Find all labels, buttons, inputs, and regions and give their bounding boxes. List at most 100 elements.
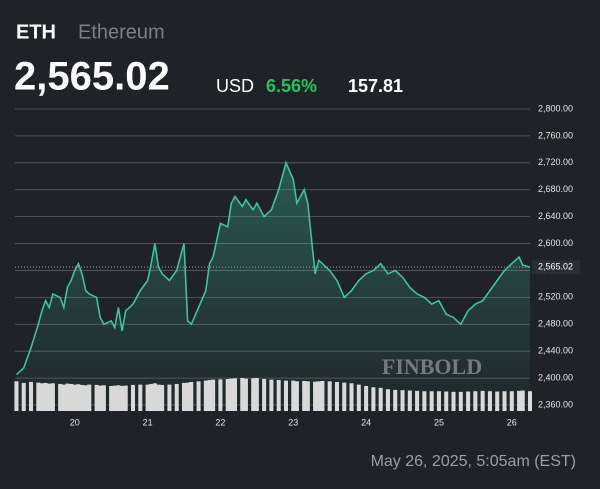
price-line — [15, 160, 531, 376]
volume-bar — [302, 380, 307, 411]
volume-bar — [520, 390, 525, 411]
volume-bar — [98, 385, 103, 411]
volume-bar — [466, 391, 471, 411]
volume-bar — [262, 378, 267, 411]
volume-bar — [232, 378, 238, 411]
volume-bar — [120, 385, 125, 411]
y-tick-label: 2,360.00 — [538, 399, 573, 409]
volume-bar — [342, 382, 347, 411]
volume-bar — [196, 381, 201, 411]
volume-bar — [240, 378, 245, 411]
volume-bar — [291, 380, 296, 411]
volume-bar — [29, 381, 34, 411]
asset-name: Ethereum — [78, 21, 165, 43]
volume-bar — [218, 379, 223, 411]
volume-bar — [254, 378, 259, 411]
volume-bar — [400, 390, 405, 411]
volume-bar — [39, 383, 44, 411]
volume-bar — [251, 378, 256, 411]
volume-bar — [393, 389, 398, 411]
volume-bar — [316, 381, 321, 411]
volume-bar — [509, 391, 514, 411]
x-tick-label: 22 — [215, 417, 225, 427]
volume-bar — [69, 383, 74, 411]
volume-bar — [36, 382, 41, 411]
volume-bar — [145, 384, 150, 411]
volume-bar — [87, 384, 92, 411]
volume-bar — [149, 383, 154, 411]
area — [16, 162, 531, 405]
volume-bar — [436, 391, 441, 411]
volume-bar — [527, 391, 533, 411]
volume-bar — [167, 384, 172, 411]
volume-bar — [207, 379, 212, 411]
volume-bar — [320, 380, 325, 411]
symbol: ETH — [16, 21, 56, 43]
volume-bar — [94, 384, 99, 411]
watermark: FINBOLD — [382, 354, 482, 379]
volume-bar — [76, 384, 81, 411]
x-tick-label: 24 — [361, 417, 371, 427]
volume-bar — [72, 384, 77, 411]
volume-bar — [276, 379, 281, 411]
volume-bar — [123, 385, 128, 411]
volume-bar — [480, 390, 485, 411]
x-tick-label: 26 — [507, 417, 517, 427]
volume-bar — [313, 381, 318, 411]
volume-bar — [378, 387, 383, 411]
volume-bar — [451, 391, 456, 411]
volume-bar — [458, 391, 463, 411]
y-tick-label: 2,400.00 — [538, 372, 573, 382]
volume-bar — [14, 381, 19, 411]
volume-bar — [517, 390, 522, 411]
volume-bar — [101, 385, 106, 411]
volume-bar — [138, 384, 143, 411]
volume-bar — [444, 391, 449, 411]
volume-bar — [50, 383, 55, 411]
volume-bar — [225, 378, 230, 411]
price: 2,565.02 — [14, 55, 170, 99]
volume-bar — [116, 385, 121, 411]
volume-bar — [407, 390, 412, 411]
x-tick-label: 20 — [70, 417, 80, 427]
y-tick-label: 2,800.00 — [538, 103, 573, 113]
volume-bar — [185, 382, 190, 411]
volume-bar — [385, 389, 390, 411]
volume-bar — [502, 391, 507, 411]
volume-bar — [356, 384, 361, 411]
volume-bar — [211, 379, 216, 411]
timestamp: May 26, 2025, 5:05am (EST) — [371, 453, 576, 470]
x-tick-label: 25 — [434, 417, 444, 427]
volume-bar — [156, 384, 161, 411]
volume-bar — [43, 382, 48, 411]
y-tick-label: 2,440.00 — [538, 346, 573, 356]
volume-bar — [327, 381, 332, 411]
volume-bar — [229, 378, 234, 411]
volume-bar — [243, 378, 248, 411]
y-tick-label: 2,480.00 — [538, 319, 573, 329]
y-tick-label: 2,760.00 — [538, 130, 573, 140]
currency: USD — [216, 76, 254, 96]
volume-bar — [65, 383, 70, 411]
volume-bar — [112, 385, 117, 411]
volume-bar — [429, 391, 434, 411]
last-price-label: 2,565.02 — [538, 261, 573, 271]
volume-bar — [487, 391, 492, 411]
volume-bar — [371, 387, 376, 411]
volume-bar — [294, 381, 299, 411]
volume-bar — [422, 391, 427, 411]
volume-bar — [21, 382, 26, 411]
y-tick-label: 2,520.00 — [538, 292, 573, 302]
volume-bar — [334, 381, 339, 411]
volume-bar — [203, 380, 208, 411]
volume-bar — [109, 385, 114, 411]
volume-bar — [305, 381, 310, 411]
volume-bar — [58, 383, 63, 411]
volume-bar — [283, 380, 289, 411]
change-pct: 6.56% — [266, 76, 317, 96]
volume-bar — [189, 381, 194, 411]
volume-bar — [364, 385, 369, 411]
volume-bar — [181, 382, 187, 411]
volume-bar — [415, 390, 420, 411]
volume-bar — [79, 384, 85, 411]
